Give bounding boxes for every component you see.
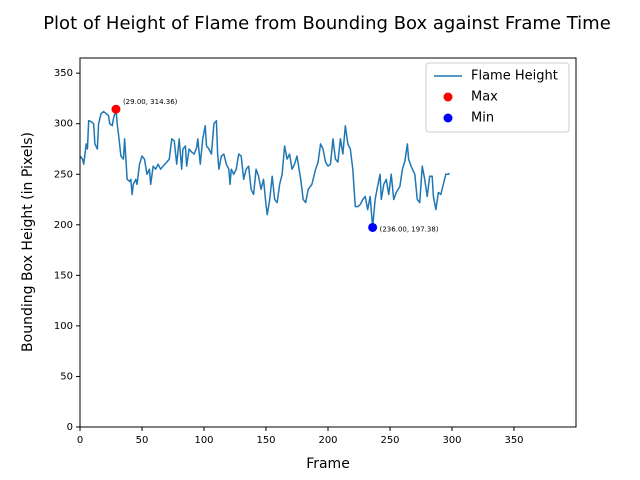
y-tick-label: 100 [54,321,73,332]
x-tick-label: 300 [442,435,461,446]
x-tick-label: 50 [136,435,149,446]
y-tick-label: 300 [54,119,73,130]
x-tick-label: 0 [77,435,83,446]
legend-label: Flame Height [471,69,558,84]
y-tick-label: 0 [67,422,73,433]
x-tick-label: 250 [380,435,399,446]
legend-label: Max [471,90,498,105]
y-tick-label: 250 [54,169,73,180]
y-tick-label: 50 [60,371,73,382]
y-tick-label: 200 [54,220,73,231]
x-tick-label: 200 [318,435,337,446]
legend: Flame Height Max Min [425,62,570,133]
chart-title: Plot of Height of Flame from Bounding Bo… [43,13,611,34]
legend-label: Min [471,111,494,126]
data-point [111,104,121,114]
legend-box [425,62,570,133]
y-axis-label: Bounding Box Height (in Pixels) [20,132,36,352]
point-annotation: (236.00, 197.38) [380,225,439,233]
y-tick-label: 350 [54,68,73,79]
x-tick-label: 100 [194,435,213,446]
x-tick-label: 350 [504,435,523,446]
x-axis-label: Frame [306,456,350,472]
y-tick-label: 150 [54,270,73,281]
x-tick-label: 150 [256,435,275,446]
point-annotation: (29.00, 314.36) [123,98,178,106]
legend-swatch [443,113,453,123]
data-point [368,222,378,232]
plot-frame [79,57,577,428]
data-line [79,108,450,229]
legend-swatch [443,92,453,102]
